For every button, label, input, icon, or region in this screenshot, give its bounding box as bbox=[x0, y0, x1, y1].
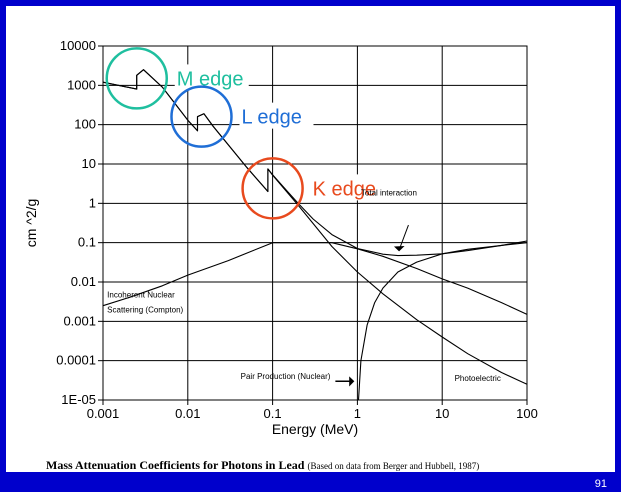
label-total-interaction: Total interaction bbox=[361, 188, 417, 197]
label-photoelectric: Photoelectric bbox=[455, 374, 501, 383]
arrow-total-interaction bbox=[398, 224, 409, 251]
label-compton-line2: Scattering (Compton) bbox=[107, 305, 183, 314]
m-edge-label: M edge bbox=[177, 68, 244, 90]
series-line-3 bbox=[102, 242, 528, 315]
ytick-label: 1000 bbox=[67, 77, 96, 92]
m-edge-label-bg bbox=[174, 64, 249, 91]
series-line-4 bbox=[357, 242, 528, 401]
arrowhead-total-interaction bbox=[393, 246, 405, 252]
ytick-label: 1E-05 bbox=[61, 392, 96, 407]
label-compton-line1: Incoherent Nuclear bbox=[107, 291, 175, 300]
l-edge-label: L edge bbox=[241, 107, 301, 129]
xtick-label: 100 bbox=[516, 406, 538, 421]
ytick-label: 0.1 bbox=[78, 235, 96, 250]
k-edge-circle bbox=[241, 157, 304, 220]
k-edge-label: K edge bbox=[313, 178, 376, 200]
xtick-label: 0.1 bbox=[264, 406, 282, 421]
xtick-label: 0.01 bbox=[175, 406, 200, 421]
l-edge-circle bbox=[170, 85, 233, 148]
arrowhead-pair-production bbox=[349, 376, 355, 387]
ytick-label: 10000 bbox=[60, 38, 96, 53]
ytick-label: 0.001 bbox=[63, 313, 96, 328]
xtick-label: 10 bbox=[435, 406, 449, 421]
xtick-label: 0.001 bbox=[87, 406, 120, 421]
caption-source: (Based on data from Berger and Hubbell, … bbox=[307, 461, 480, 471]
ytick-label: 100 bbox=[74, 117, 96, 132]
ytick-label: 0.0001 bbox=[56, 353, 96, 368]
l-edge-label-bg bbox=[239, 102, 314, 129]
x-axis-title: Energy (MeV) bbox=[272, 421, 358, 437]
xtick-label: 1 bbox=[354, 406, 361, 421]
plot-area bbox=[102, 45, 528, 401]
attenuation-chart: 1E-05 0.0001 0.001 0.01 0.1 1 10 100 1000 10000 0.… bbox=[23, 38, 538, 437]
y-axis-title: cm ^2/g bbox=[23, 199, 39, 248]
label-pair-production: Pair Production (Nuclear) bbox=[241, 372, 331, 381]
caption-title: Mass Attenuation Coefficients for Photon… bbox=[46, 458, 305, 472]
page-number: 91 bbox=[594, 478, 607, 490]
data-series bbox=[102, 69, 528, 401]
figure-caption: Mass Attenuation Coefficients for Photon… bbox=[46, 458, 479, 473]
m-edge-circle bbox=[105, 47, 168, 110]
ytick-label: 0.01 bbox=[71, 274, 96, 289]
series-line-2 bbox=[102, 69, 528, 385]
chart-labels: Energy (MeV) cm ^2/g M edge L edge K edgeTot… bbox=[23, 47, 501, 437]
axis-ticks: 1E-05 0.0001 0.001 0.01 0.1 1 10 100 1000 10000 0.… bbox=[56, 38, 538, 421]
slide: 1E-05 0.0001 0.001 0.01 0.1 1 10 100 1000 10000 0.… bbox=[6, 6, 615, 472]
k-edge-label-bg bbox=[310, 174, 385, 201]
ytick-label: 10 bbox=[82, 156, 96, 171]
ytick-label: 1 bbox=[89, 195, 96, 210]
